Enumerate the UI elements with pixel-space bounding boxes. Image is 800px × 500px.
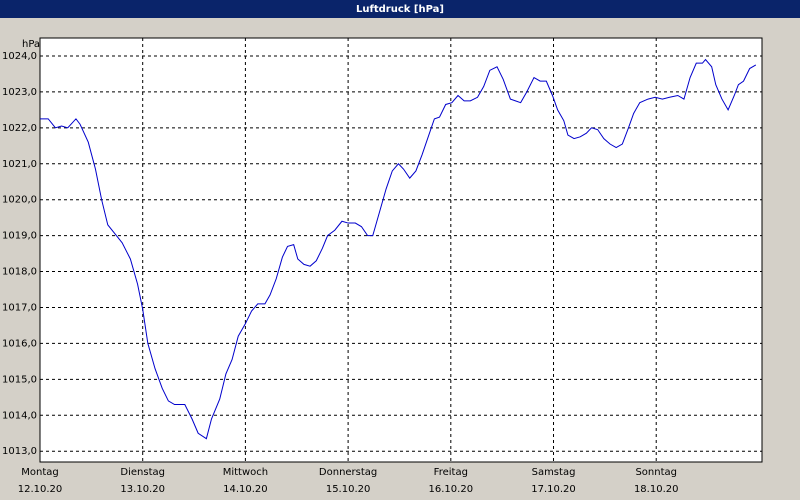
y-tick-label: 1021,0 xyxy=(2,159,37,170)
y-tick-label: 1019,0 xyxy=(2,231,37,242)
x-tick-label: Dienstag xyxy=(120,467,165,478)
x-tick-label: Sonntag xyxy=(635,467,677,478)
chart-title: Luftdruck [hPa] xyxy=(356,4,444,15)
x-tick-date: 12.10.20 xyxy=(18,484,63,495)
x-tick-label: Montag xyxy=(21,467,58,478)
x-tick-label: Freitag xyxy=(434,467,468,478)
x-tick-date: 16.10.20 xyxy=(429,484,474,495)
y-tick-label: 1013,0 xyxy=(2,446,37,457)
x-tick-date: 18.10.20 xyxy=(634,484,679,495)
y-tick-label: 1018,0 xyxy=(2,267,37,278)
x-tick-label: Donnerstag xyxy=(319,467,377,478)
x-tick-date: 14.10.20 xyxy=(223,484,268,495)
y-tick-label: 1016,0 xyxy=(2,338,37,349)
y-tick-label: 1023,0 xyxy=(2,87,37,98)
y-tick-label: 1014,0 xyxy=(2,410,37,421)
x-tick-date: 13.10.20 xyxy=(120,484,165,495)
plot-area xyxy=(40,38,762,462)
pressure-line xyxy=(40,58,757,440)
x-tick-date: 17.10.20 xyxy=(531,484,576,495)
y-tick-label: 1024,0 xyxy=(2,51,37,62)
title-bar xyxy=(0,0,800,18)
y-tick-label: 1022,0 xyxy=(2,123,37,134)
y-tick-label: 1017,0 xyxy=(2,302,37,313)
y-tick-label: 1015,0 xyxy=(2,374,37,385)
x-tick-date: 15.10.20 xyxy=(326,484,371,495)
y-tick-label: 1020,0 xyxy=(2,195,37,206)
y-unit: hPa xyxy=(22,39,40,50)
plot-border xyxy=(39,37,763,463)
x-tick-label: Mittwoch xyxy=(223,467,268,478)
x-tick-label: Samstag xyxy=(532,467,576,478)
